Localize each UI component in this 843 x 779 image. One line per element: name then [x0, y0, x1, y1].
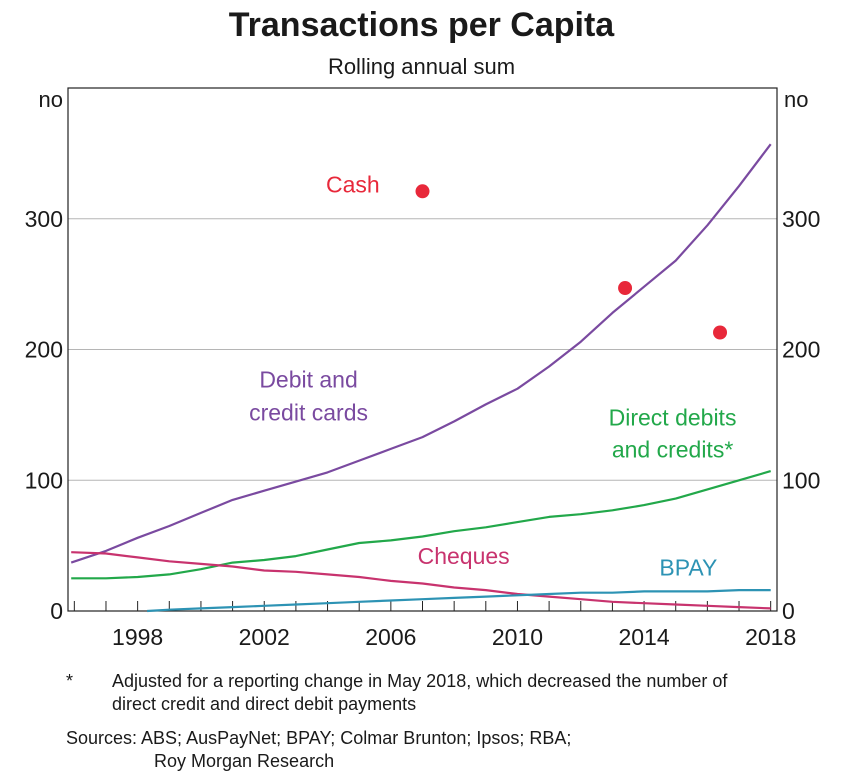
y-tick-label-right-100: 100: [782, 467, 820, 493]
cheques-line: [71, 551, 771, 610]
y-unit-label-left: no: [39, 87, 63, 112]
cash-label-line-0: Cash: [326, 172, 380, 198]
debit-and-credit-cards-line: [70, 143, 772, 564]
x-tick-label-2014: 2014: [618, 624, 669, 650]
sources-line-2: Roy Morgan Research: [154, 751, 335, 771]
sources-line-1: Sources: ABS; AusPayNet; BPAY; Colmar Br…: [66, 728, 572, 748]
chart-title: Transactions per Capita: [228, 6, 615, 44]
y-tick-label-left-300: 300: [25, 206, 63, 232]
x-tick-label-2010: 2010: [492, 624, 543, 650]
footnote-text: Adjusted for a reporting change in May 2…: [112, 671, 728, 714]
y-tick-label-left-100: 100: [25, 467, 63, 493]
chart-subtitle: Rolling annual sum: [327, 54, 516, 79]
debit-and-credit-cards-label-line-0: Debit and: [259, 366, 357, 392]
cheques-label-line-0: Cheques: [418, 543, 510, 569]
debit-and-credit-cards-label-line-1: credit cards: [249, 399, 368, 425]
y-tick-label-right-0: 0: [782, 598, 795, 624]
x-tick-label-2006: 2006: [365, 624, 416, 650]
direct-debits-and-credits-label-line-0: Direct debits: [609, 404, 737, 430]
x-tick-label-2002: 2002: [239, 624, 290, 650]
cash-point-0: [415, 184, 430, 199]
direct-debits-and-credits-label-line-1: and credits*: [612, 436, 734, 462]
direct-debits-and-credits-line: [71, 470, 772, 580]
x-tick-label-2018: 2018: [745, 624, 796, 650]
x-tick-label-1998: 1998: [112, 624, 163, 650]
sources-note: Sources: ABS; AusPayNet; BPAY; Colmar Br…: [66, 727, 686, 773]
y-tick-label-left-0: 0: [50, 598, 63, 624]
footnote-marker: *: [66, 671, 74, 691]
bpay-label-line-0: BPAY: [659, 555, 717, 581]
y-tick-label-right-300: 300: [782, 206, 820, 232]
y-tick-label-left-200: 200: [25, 337, 63, 363]
cash-point-1: [618, 281, 633, 296]
cash-point-2: [713, 325, 728, 340]
bpay-line: [147, 589, 771, 613]
y-unit-label-right: no: [784, 87, 808, 112]
y-tick-label-right-200: 200: [782, 337, 820, 363]
